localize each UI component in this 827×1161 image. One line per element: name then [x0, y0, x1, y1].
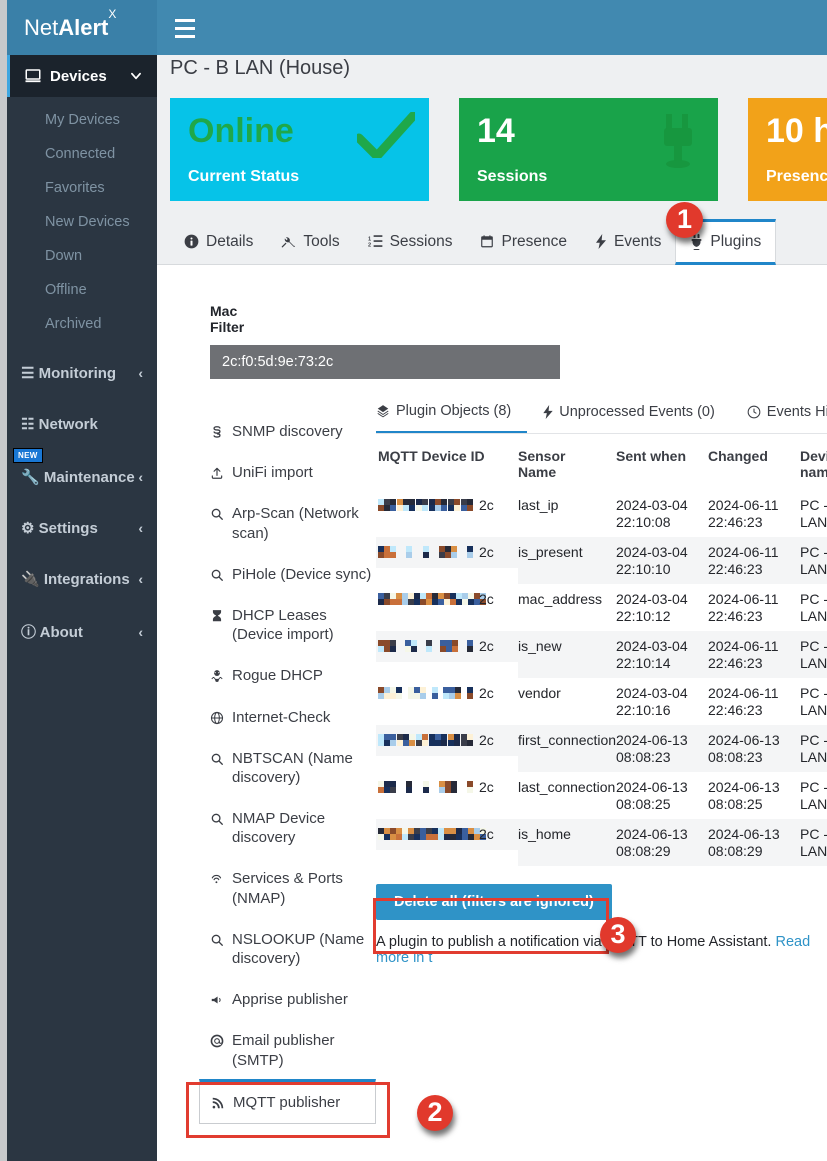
svg-text:2: 2 [368, 243, 371, 249]
svg-text:1: 1 [368, 236, 371, 242]
